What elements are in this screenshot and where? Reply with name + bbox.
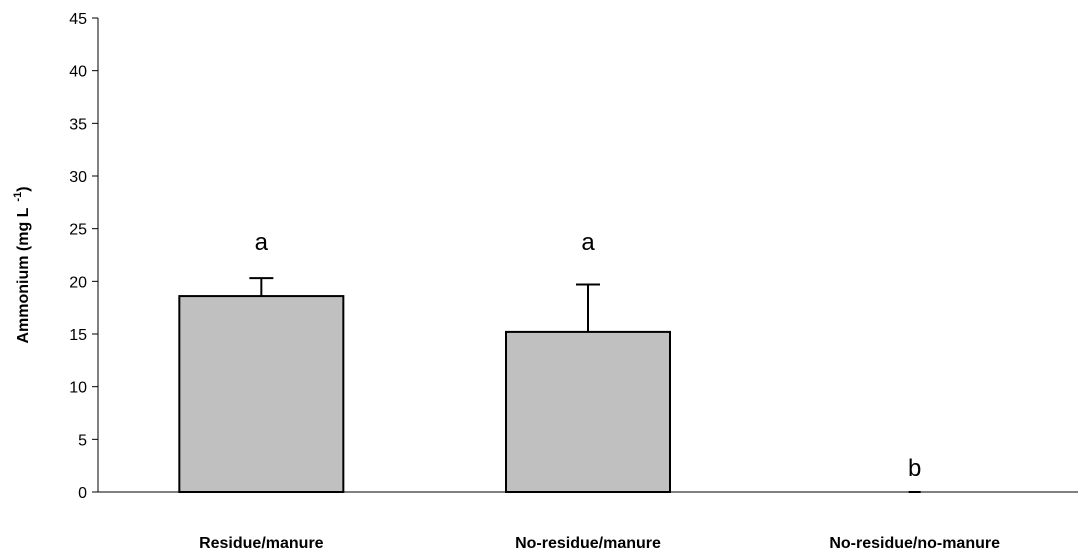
y-tick-label: 35	[69, 116, 87, 133]
y-tick-label: 40	[69, 64, 87, 81]
y-tick-label: 30	[69, 169, 87, 186]
bar	[505, 330, 671, 494]
y-axis-title-close: )	[15, 186, 32, 191]
y-tick-label: 45	[69, 11, 87, 28]
y-tick-label: 20	[69, 274, 87, 291]
y-axis-ticks: 0 5 10 15 20 25 30 35 40 45	[69, 11, 98, 502]
y-axis-title: Ammonium (mg L -1)	[12, 186, 32, 343]
category-label: No-residue/no-manure	[829, 535, 1000, 552]
error-bars	[249, 277, 600, 332]
category-label: Residue/manure	[199, 535, 324, 552]
category-label: No-residue/manure	[515, 535, 661, 552]
y-axis-title-text: Ammonium (mg L	[15, 207, 32, 343]
category-labels: Residue/manure No-residue/manure No-residu…	[199, 535, 1000, 552]
significance-letter: b	[908, 455, 921, 482]
y-tick-label: 25	[69, 222, 87, 239]
y-tick-label: 5	[78, 432, 87, 449]
y-axis-title-superscript: -1	[12, 192, 24, 202]
significance-letters: a a b	[255, 229, 922, 482]
y-tick-label: 0	[78, 485, 87, 502]
y-tick-label: 15	[69, 327, 87, 344]
significance-letter: a	[581, 229, 595, 256]
bar	[178, 295, 345, 493]
bars	[178, 295, 921, 494]
significance-letter: a	[255, 229, 269, 256]
y-tick-label: 10	[69, 380, 87, 397]
